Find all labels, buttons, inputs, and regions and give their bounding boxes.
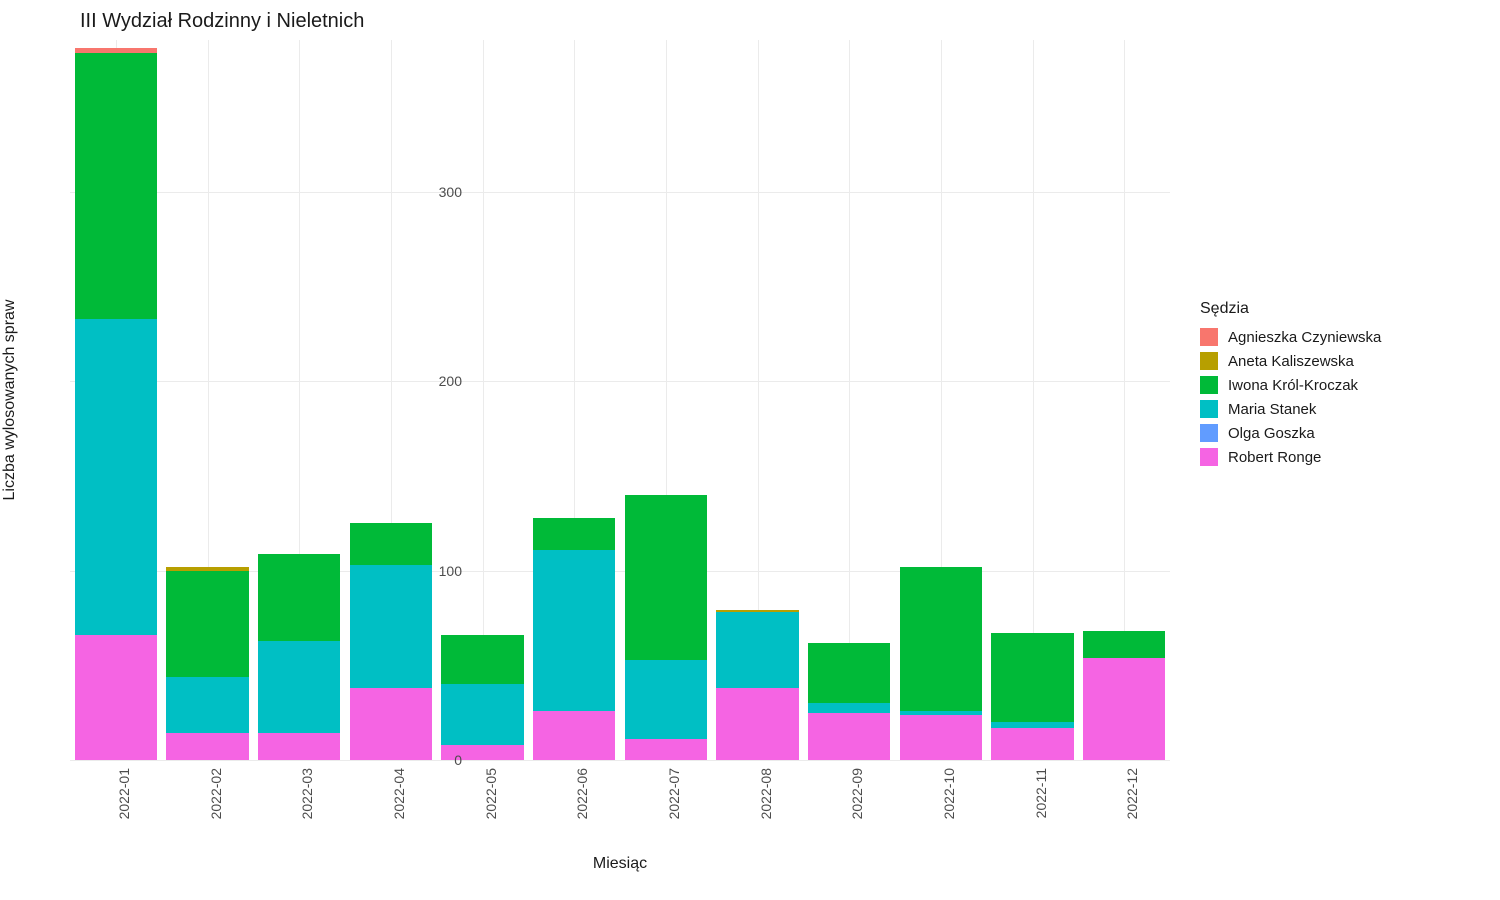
y-tick-label: 300	[402, 184, 462, 200]
bar-segment	[1083, 658, 1166, 760]
bar	[625, 495, 708, 760]
bar-segment	[900, 715, 983, 760]
legend-label: Agnieszka Czyniewska	[1228, 329, 1381, 346]
x-tick-label: 2022-01	[116, 768, 132, 828]
bar-segment	[166, 677, 249, 734]
x-tick-label: 2022-08	[758, 768, 774, 828]
bar-segment	[441, 684, 524, 745]
y-tick-label: 200	[402, 373, 462, 389]
x-axis-label: Miesiąc	[70, 855, 1170, 873]
bar	[808, 643, 891, 760]
bar	[716, 610, 799, 760]
bar-segment	[350, 523, 433, 565]
bar-segment	[625, 660, 708, 740]
legend-swatch	[1200, 400, 1218, 418]
x-tick-label: 2022-11	[1033, 768, 1049, 828]
bar-segment	[808, 643, 891, 704]
bar	[258, 554, 341, 761]
legend-label: Robert Ronge	[1228, 449, 1321, 466]
bar-segment	[991, 728, 1074, 760]
grid-line-h	[70, 192, 1170, 193]
bar	[900, 567, 983, 760]
legend-swatch	[1200, 328, 1218, 346]
bar-segment	[625, 739, 708, 760]
x-tick-label: 2022-07	[666, 768, 682, 828]
bar-segment	[75, 635, 158, 760]
bar	[75, 48, 158, 760]
legend-item: Maria Stanek	[1200, 400, 1381, 418]
legend: Sędzia Agnieszka Czyniewska Aneta Kalisze…	[1200, 300, 1381, 472]
legend-item: Agnieszka Czyniewska	[1200, 328, 1381, 346]
bar-segment	[533, 711, 616, 760]
bar-segment	[808, 703, 891, 712]
bar-segment	[533, 550, 616, 711]
bar-segment	[441, 635, 524, 684]
bar-segment	[900, 567, 983, 711]
legend-swatch	[1200, 376, 1218, 394]
bar-segment	[258, 641, 341, 734]
bar-segment	[166, 571, 249, 677]
bar-segment	[808, 713, 891, 760]
legend-swatch	[1200, 424, 1218, 442]
chart-title: III Wydział Rodzinny i Nieletnich	[80, 10, 364, 33]
bar	[441, 635, 524, 760]
legend-label: Aneta Kaliszewska	[1228, 353, 1354, 370]
x-tick-label: 2022-05	[483, 768, 499, 828]
grid-line-h	[70, 760, 1170, 761]
bar-segment	[350, 688, 433, 760]
y-tick-label: 100	[402, 563, 462, 579]
x-tick-label: 2022-03	[299, 768, 315, 828]
legend-title: Sędzia	[1200, 300, 1381, 318]
bar-segment	[166, 733, 249, 760]
bar	[991, 633, 1074, 760]
legend-label: Maria Stanek	[1228, 401, 1316, 418]
bar-segment	[258, 554, 341, 641]
bar	[166, 567, 249, 760]
bar	[350, 523, 433, 760]
x-tick-label: 2022-10	[941, 768, 957, 828]
bar-segment	[991, 633, 1074, 722]
x-tick-label: 2022-09	[849, 768, 865, 828]
bar-segment	[258, 733, 341, 760]
chart-container: III Wydział Rodzinny i Nieletnich Liczba…	[0, 0, 1500, 900]
legend-item: Iwona Król-Kroczak	[1200, 376, 1381, 394]
legend-swatch	[1200, 448, 1218, 466]
legend-label: Iwona Król-Kroczak	[1228, 377, 1358, 394]
bar-segment	[350, 565, 433, 688]
bar-segment	[75, 53, 158, 318]
bar	[1083, 631, 1166, 760]
legend-label: Olga Goszka	[1228, 425, 1315, 442]
bar-segment	[75, 319, 158, 635]
plot-area	[70, 40, 1170, 760]
legend-item: Olga Goszka	[1200, 424, 1381, 442]
bar-segment	[1083, 631, 1166, 658]
legend-swatch	[1200, 352, 1218, 370]
legend-item: Robert Ronge	[1200, 448, 1381, 466]
bar-segment	[716, 612, 799, 688]
y-axis-label: Liczba wylosowanych spraw	[1, 300, 19, 501]
legend-item: Aneta Kaliszewska	[1200, 352, 1381, 370]
x-tick-label: 2022-02	[208, 768, 224, 828]
bar-segment	[716, 688, 799, 760]
x-tick-label: 2022-06	[574, 768, 590, 828]
y-tick-label: 0	[402, 752, 462, 768]
bar-segment	[625, 495, 708, 660]
bar	[533, 518, 616, 761]
x-tick-label: 2022-04	[391, 768, 407, 828]
bar-segment	[533, 518, 616, 550]
grid-line-h	[70, 381, 1170, 382]
x-tick-label: 2022-12	[1124, 768, 1140, 828]
